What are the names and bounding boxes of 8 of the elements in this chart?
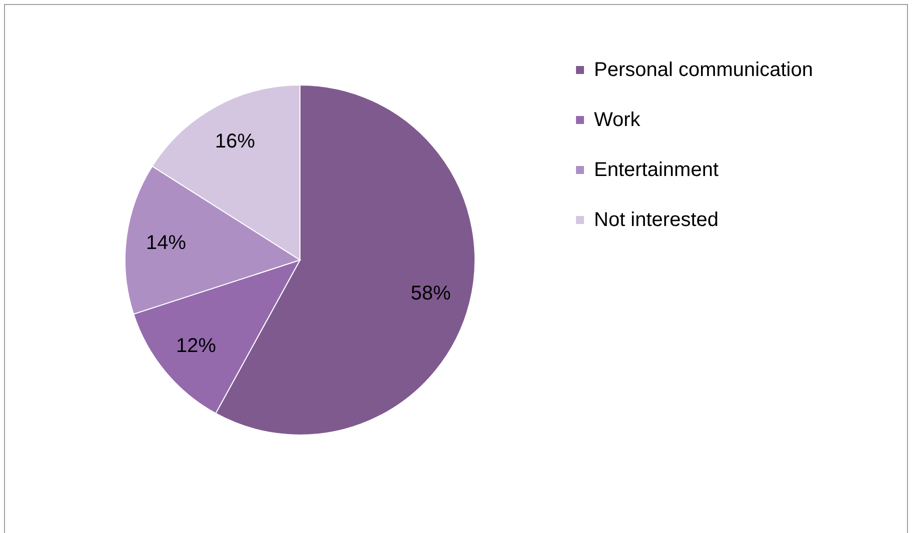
legend-label: Work <box>594 109 642 131</box>
legend-label: Personal communication <box>594 59 813 81</box>
data-label: 58% <box>410 282 451 305</box>
data-label: 16% <box>214 130 256 153</box>
data-label: 12% <box>176 335 216 358</box>
legend-label: Entertainment <box>594 159 719 181</box>
legend-label: Not interested <box>594 209 719 231</box>
data-label: 14% <box>146 232 186 254</box>
